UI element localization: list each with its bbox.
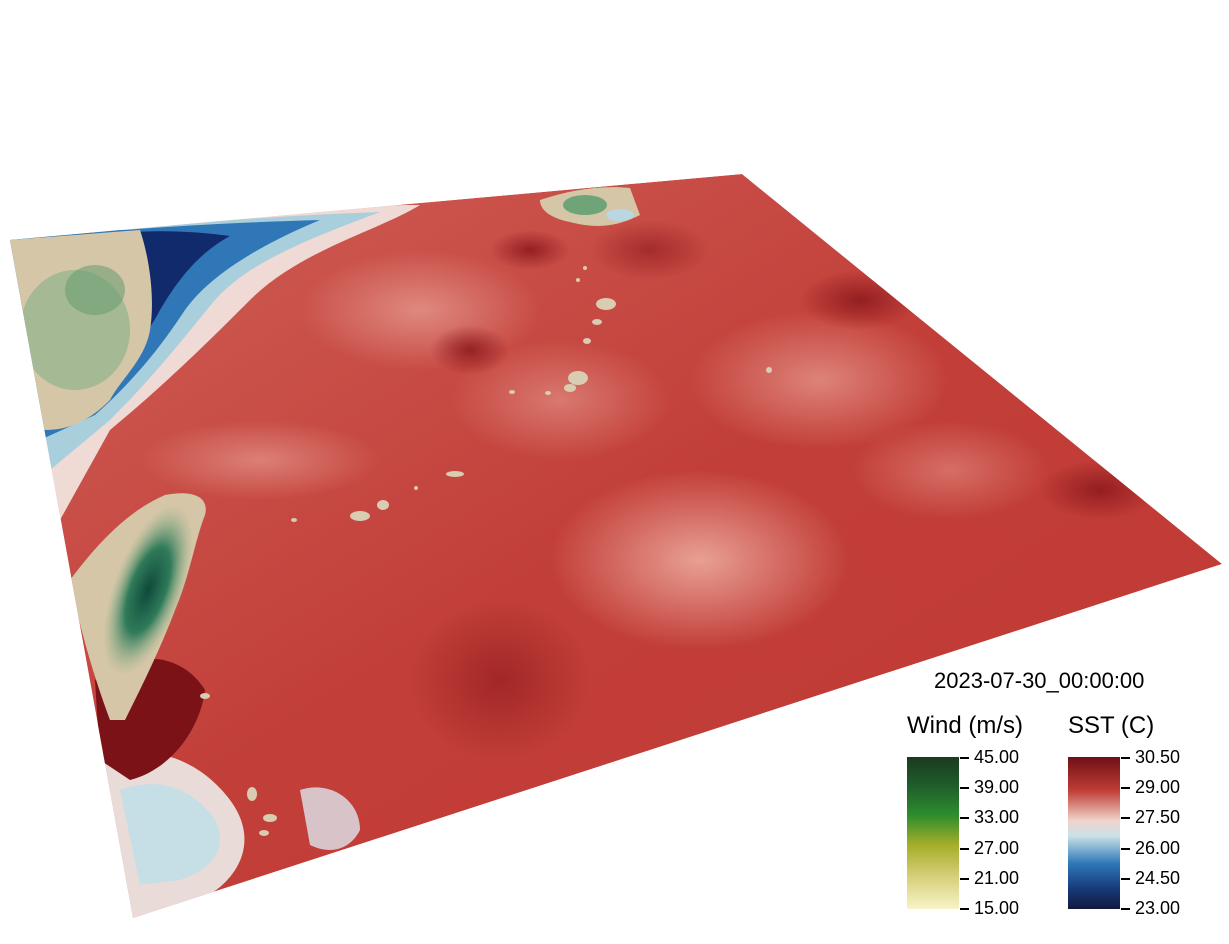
wind-tick: 33.00 (960, 808, 1019, 826)
sst-tick: 23.00 (1121, 899, 1180, 917)
sst-colorbar (1068, 757, 1120, 909)
sst-tick: 27.50 (1121, 808, 1180, 826)
sst-tick: 26.00 (1121, 839, 1180, 857)
wind-tick: 45.00 (960, 748, 1019, 766)
wind-tick: 39.00 (960, 778, 1019, 796)
wind-colorbar (907, 757, 959, 909)
sst-tick: 29.00 (1121, 778, 1180, 796)
wind-legend-title: Wind (m/s) (907, 712, 1023, 739)
sst-tick: 30.50 (1121, 748, 1180, 766)
wind-tick: 15.00 (960, 899, 1019, 917)
wind-tick: 27.00 (960, 839, 1019, 857)
timestamp-label: 2023-07-30_00:00:00 (934, 668, 1145, 693)
wind-tick: 21.00 (960, 869, 1019, 887)
sst-legend-title: SST (C) (1068, 712, 1155, 739)
sst-map-plane (10, 174, 1222, 918)
sst-tick: 24.50 (1121, 869, 1180, 887)
